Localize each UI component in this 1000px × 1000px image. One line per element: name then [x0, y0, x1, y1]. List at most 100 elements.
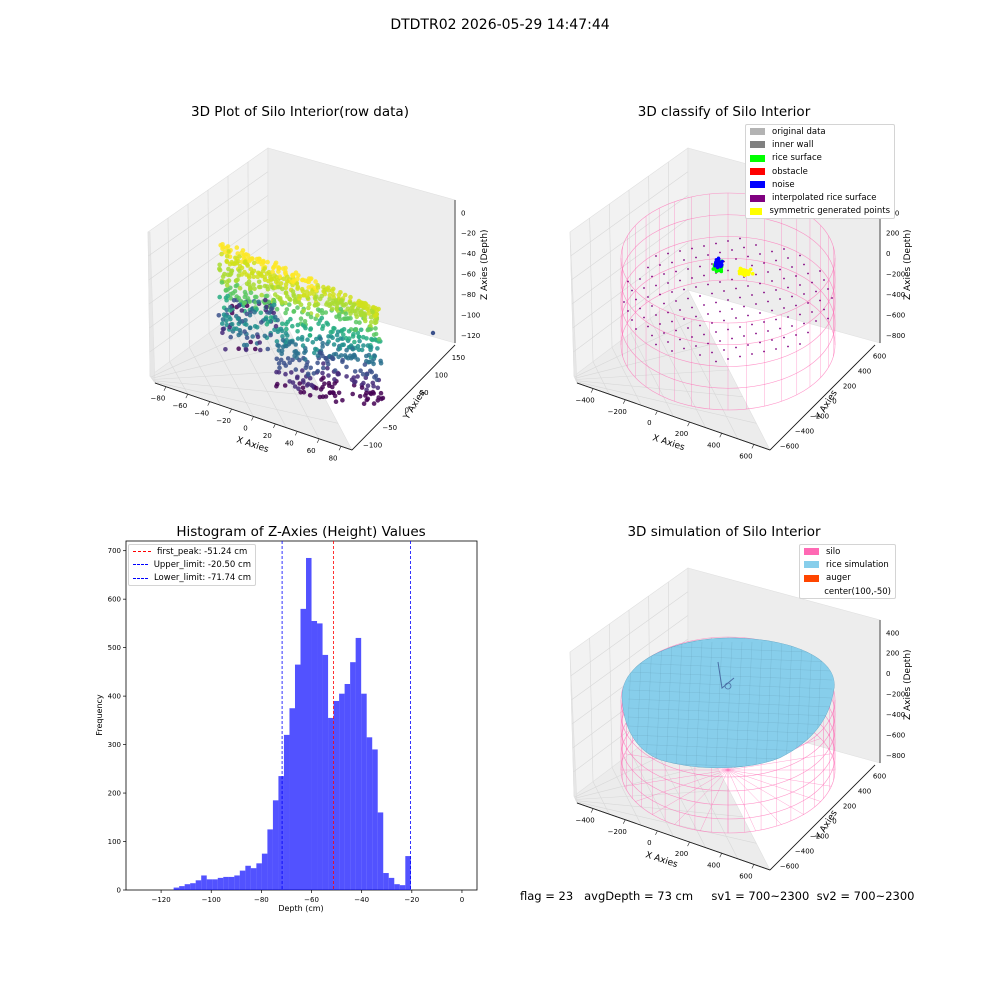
- interpolated-point: [783, 307, 785, 309]
- interpolated-point: [731, 337, 733, 340]
- data-point: [337, 346, 343, 351]
- legend-entry: noise: [746, 178, 894, 191]
- x-tick: [719, 853, 723, 858]
- data-point: [360, 311, 366, 317]
- interpolated-point: [635, 298, 637, 301]
- data-point: [371, 304, 376, 310]
- interpolated-point: [759, 312, 761, 314]
- y-axis-line: [769, 344, 876, 451]
- histogram-bar: [278, 776, 284, 890]
- data-point: [352, 353, 357, 358]
- data-point: [295, 305, 300, 310]
- data-point: [227, 272, 233, 278]
- data-point: [272, 314, 278, 320]
- data-point: [244, 335, 250, 341]
- interpolated-point: [683, 259, 685, 261]
- x-tick: [719, 433, 723, 438]
- interpolated-point: [739, 355, 741, 358]
- data-point: [278, 326, 284, 332]
- data-point: [294, 375, 300, 381]
- data-point: [336, 292, 342, 298]
- interpolated-point: [707, 313, 709, 315]
- interpolated-point: [643, 316, 645, 319]
- data-point: [236, 295, 241, 301]
- data-point: [276, 348, 282, 353]
- data-point: [336, 390, 342, 396]
- interpolated-point: [827, 288, 829, 290]
- y-tick-label: −50: [382, 424, 397, 432]
- data-point: [310, 340, 316, 345]
- interpolated-point: [763, 350, 765, 353]
- interpolated-point: [739, 326, 741, 328]
- raw-scatter-3d: −80 −60 −40 −20 0 20 40 60 80 −100 −50 0 50 100 150 −12…: [147, 147, 490, 462]
- data-point: [355, 357, 361, 362]
- data-point: [359, 347, 365, 353]
- interpolated-point: [735, 258, 737, 260]
- data-point: [351, 302, 357, 308]
- legend-swatch: [804, 588, 817, 595]
- y-tick-label: −400: [795, 848, 814, 856]
- x-tick-label: −100: [202, 896, 221, 904]
- grid-line: [570, 171, 689, 257]
- data-point: [323, 356, 329, 361]
- z-tick-label: −200: [886, 271, 905, 279]
- legend-label: symmetric generated points: [769, 206, 890, 217]
- z-tick-label: 400: [886, 629, 899, 637]
- y-tick-label: 200: [843, 803, 856, 811]
- data-point: [307, 301, 312, 307]
- histogram-bar: [283, 734, 290, 890]
- x-tick-label: 40: [285, 439, 294, 447]
- data-point: [223, 347, 228, 352]
- z-tick-label: −60: [461, 271, 476, 279]
- data-point: [290, 289, 296, 294]
- data-point: [319, 350, 324, 356]
- data-point: [255, 259, 261, 265]
- interpolated-point: [703, 274, 705, 277]
- data-point: [301, 389, 307, 395]
- interpolated-point: [671, 320, 673, 323]
- data-point: [264, 271, 270, 276]
- data-point: [247, 258, 252, 264]
- legend-line-sample: [133, 577, 148, 579]
- data-point: [275, 317, 280, 323]
- histogram-bar: [328, 717, 334, 890]
- data-point: [299, 286, 305, 292]
- figure-title: DTDTR02 2026-05-29 14:47:44: [390, 17, 610, 33]
- data-point: [368, 355, 374, 360]
- data-point: [306, 279, 312, 285]
- data-point: [352, 339, 357, 345]
- data-point: [359, 385, 365, 390]
- x-tick-label: 200: [675, 430, 688, 438]
- data-point: [287, 340, 293, 345]
- x-tick: [207, 401, 210, 406]
- z-tick-label: −800: [886, 752, 905, 760]
- legend-entry: auger: [800, 572, 895, 585]
- data-point: [275, 284, 281, 290]
- data-point: [277, 365, 282, 371]
- legend-label: noise: [772, 179, 795, 190]
- grid-line: [576, 381, 757, 424]
- interpolated-point: [767, 271, 769, 273]
- interpolated-point: [743, 335, 745, 337]
- histogram-bar: [217, 877, 224, 890]
- data-point: [281, 276, 287, 282]
- simulation-z-axis-label: Z Axies (Depth): [903, 649, 913, 720]
- data-point: [302, 357, 308, 362]
- data-point: [265, 286, 271, 292]
- histogram-bar: [201, 875, 207, 890]
- data-point: [274, 339, 280, 344]
- interpolated-point: [647, 325, 649, 328]
- interpolated-point: [807, 331, 809, 334]
- data-point: [227, 325, 232, 330]
- interpolated-point: [803, 263, 805, 266]
- x-tick-label: −400: [575, 397, 594, 405]
- surface-mesh-line: [735, 641, 743, 767]
- x-axis-line: [154, 382, 353, 451]
- histogram-bar: [300, 608, 307, 890]
- plot1-title: 3D Plot of Silo Interior(row data): [191, 104, 409, 120]
- interpolated-point: [775, 318, 777, 321]
- data-point: [320, 370, 325, 376]
- histogram-bar: [388, 877, 395, 890]
- data-point: [268, 319, 273, 324]
- data-point: [245, 296, 251, 301]
